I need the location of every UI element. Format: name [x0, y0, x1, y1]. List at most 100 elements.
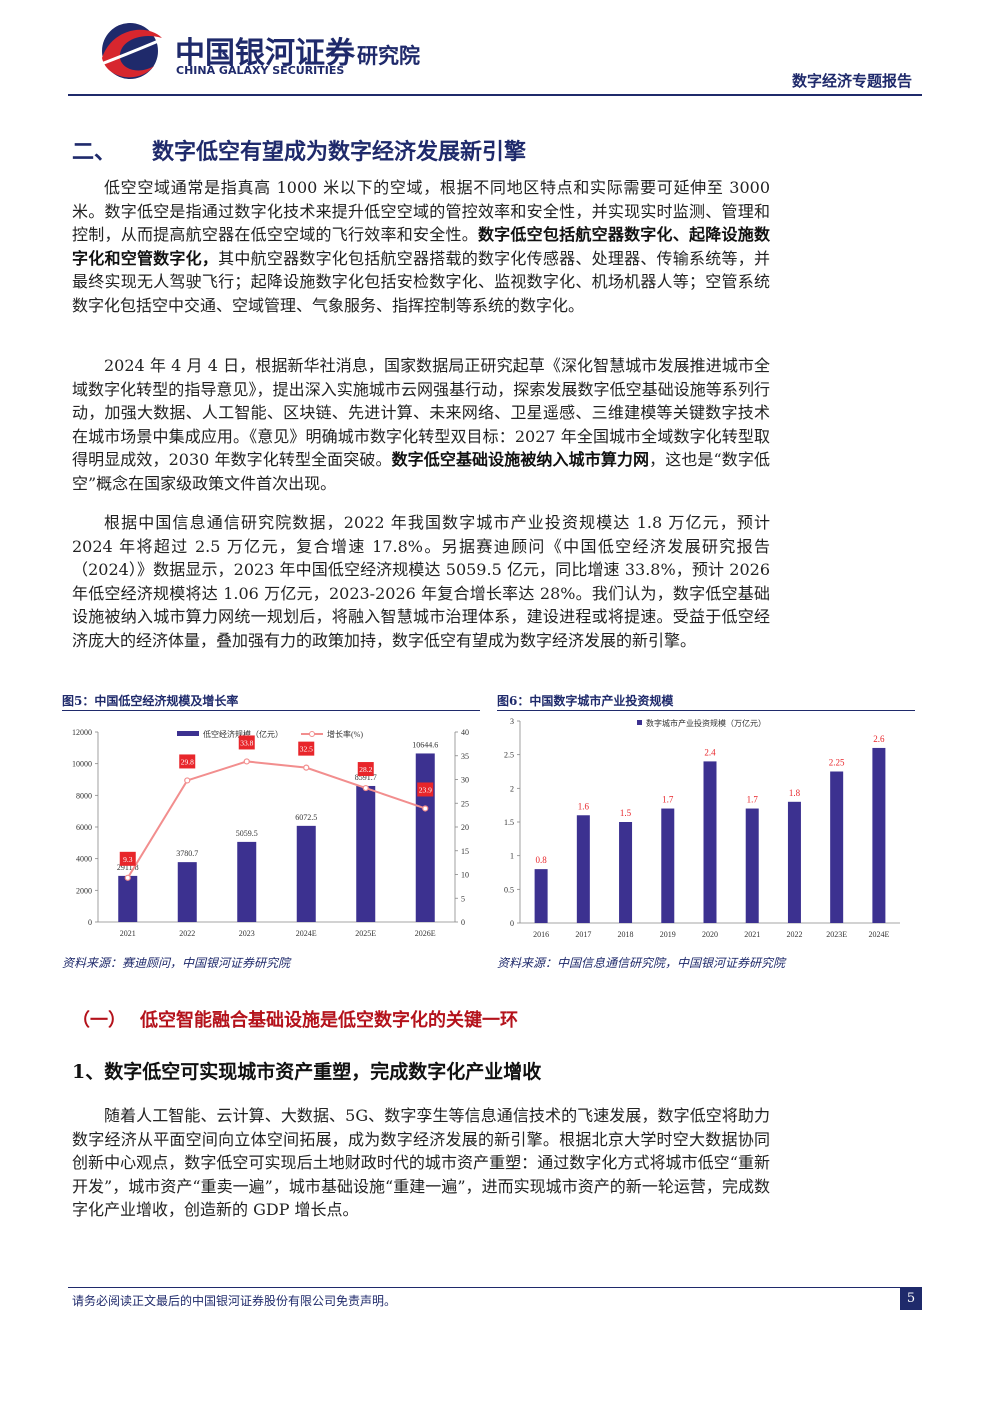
y-tick-label: 0: [88, 918, 92, 927]
disclaimer: 请务必阅读正文最后的中国银河证券股份有限公司免责声明。: [72, 1294, 397, 1308]
value-label: 9.3: [123, 855, 133, 864]
y2-tick-label: 25: [461, 799, 469, 808]
page-number: 5: [900, 1288, 922, 1310]
bold-text: 数字低空包括航空器数字化、起降设施数字化和空管数字化，: [72, 225, 770, 268]
x-tick-label: 2023: [239, 929, 255, 938]
marker: [362, 784, 369, 792]
x-tick-label: 2023E: [826, 930, 847, 939]
figure-rule: [62, 710, 480, 711]
y-tick-label: 2.5: [504, 751, 514, 760]
x-tick-label: 2022: [179, 929, 195, 938]
dept: 研究院: [357, 44, 420, 68]
report-type: 数字经济专题报告: [791, 72, 912, 90]
value-label: 5059.5: [236, 829, 258, 838]
value-label-box: [238, 735, 255, 750]
x-tick-label: 2026E: [415, 929, 436, 938]
chart: 0 0.5 1 1.5 2 2.5 3 2016 2017 2018 2019 2020 2021 202…: [504, 717, 900, 939]
bar: [415, 753, 435, 922]
y-tick-label: 10000: [72, 760, 92, 769]
y-tick-label: 0: [510, 919, 514, 928]
subsubsection-heading: 1、数字低空可实现城市资产重塑，完成数字化产业增收: [72, 1061, 542, 1083]
logo-cn: 中国银河证券: [175, 36, 355, 71]
value-label: 10644.6: [412, 740, 438, 749]
text: 根据中国信息通信研究院数据，2022 年我国数字城市产业投资规模达 1.8 万亿…: [72, 513, 770, 650]
legend-label: 低空经济规模（亿元）: [203, 729, 283, 739]
y-tick-label: 12000: [72, 728, 92, 737]
text: 随着人工智能、云计算、大数据、5G、数字孪生等信息通信技术的飞速发展，数字低空将…: [72, 1106, 770, 1220]
bar: [576, 815, 590, 923]
value-label: 28.2: [359, 765, 372, 774]
value-label: 2.6: [873, 734, 885, 744]
y-tick-label: 2: [510, 784, 514, 793]
y2-tick-label: 0: [461, 918, 465, 927]
bar: [703, 761, 717, 923]
text: ，这也是“数字低空”概念在国家级政策文件首次出现。: [72, 450, 770, 493]
bar: [534, 869, 548, 923]
bar: [787, 801, 801, 923]
value-label: 1.8: [789, 788, 801, 798]
value-label: 2.25: [829, 758, 845, 768]
subsection-title: 低空智能融合基础设施是低空数字化的关键一环: [140, 1010, 518, 1031]
y-tick-label: 1: [510, 852, 514, 861]
logo-mark: [95, 23, 171, 79]
value-label: 1.6: [578, 801, 590, 811]
logo-en: CHINA GALAXY SECURITIES: [176, 64, 345, 77]
marker: [124, 874, 131, 881]
chart: 0 2000 4000 6000 8000 10000 12000 0 5 10 15 20 25 30 3…: [72, 728, 469, 938]
figure-source: 资料来源：中国信息通信研究院，中国银河证券研究院: [497, 956, 786, 970]
y2-tick-label: 20: [461, 823, 469, 832]
figure-title: 图5：中国低空经济规模及增长率: [62, 694, 239, 708]
bold-text: 数字低空基础设施被纳入城市算力网: [391, 450, 650, 470]
value-label-box: [119, 851, 136, 866]
value-label: 6072.5: [295, 813, 317, 822]
legend-label: 增长率(%): [327, 729, 363, 739]
x-tick-label: 2021: [744, 930, 760, 939]
y-tick-label: 1.5: [504, 818, 514, 827]
value-label-box: [179, 754, 196, 769]
y2-tick-label: 40: [461, 728, 469, 737]
footer-rule: [68, 1287, 922, 1288]
y-tick-label: 6000: [76, 823, 92, 832]
y2-tick-label: 5: [461, 894, 465, 903]
y-tick-label: 3: [510, 717, 514, 726]
value-label: 23.9: [419, 785, 432, 794]
x-tick-label: 2025E: [355, 929, 376, 938]
legend-swatch: [177, 731, 199, 736]
x-tick-label: 2016: [533, 930, 549, 939]
marker: [184, 777, 191, 784]
bar: [830, 771, 844, 923]
value-label: 1.5: [620, 808, 632, 818]
value-label-box: [357, 762, 374, 777]
value-label: 1.7: [747, 795, 759, 805]
text: 低空空域通常是指真高 1000 米以下的空域，根据不同地区特点和实际需要可延伸至…: [72, 178, 770, 245]
x-tick-label: 2022: [786, 930, 802, 939]
value-label: 2911.8: [117, 863, 139, 872]
value-label: 0.8: [535, 855, 547, 865]
section-heading: 二、 数字低空有望成为数字经济发展新引擎: [72, 134, 526, 166]
text: 2024 年 4 月 4 日，根据新华社消息，国家数据局正研究起草《深化智慧城市…: [72, 356, 770, 470]
section-number: 二、: [72, 139, 117, 165]
bar: [872, 747, 886, 923]
x-tick-label: 2019: [660, 930, 676, 939]
legend-label: 数字城市产业投资规模（万亿元）: [646, 718, 766, 728]
value-label: 29.8: [181, 757, 194, 766]
marker: [303, 764, 310, 771]
value-label-box: [298, 741, 315, 756]
paragraph: 随着人工智能、云计算、大数据、5G、数字孪生等信息通信技术的飞速发展，数字低空将…: [72, 1104, 770, 1222]
y2-tick-label: 15: [461, 847, 469, 856]
value-label: 2.4: [704, 747, 716, 757]
y2-tick-label: 30: [461, 776, 469, 785]
paragraph: 低空空域通常是指真高 1000 米以下的空域，根据不同地区特点和实际需要可延伸至…: [72, 176, 770, 318]
value-label: 33.8: [240, 738, 253, 747]
bar: [619, 822, 633, 923]
x-tick-label: 2021: [120, 929, 136, 938]
bar: [118, 875, 138, 922]
y-tick-label: 8000: [76, 791, 92, 800]
text: 其中航空器数字化包括航空器搭载的数字化传感器、处理器、传输系统等，并最终实现无人…: [72, 248, 770, 315]
x-tick-label: 2018: [618, 930, 634, 939]
section-title: 数字低空有望成为数字经济发展新引擎: [152, 139, 527, 165]
x-tick-label: 2017: [575, 930, 591, 939]
legend-swatch: [309, 731, 315, 737]
marker: [243, 758, 250, 765]
